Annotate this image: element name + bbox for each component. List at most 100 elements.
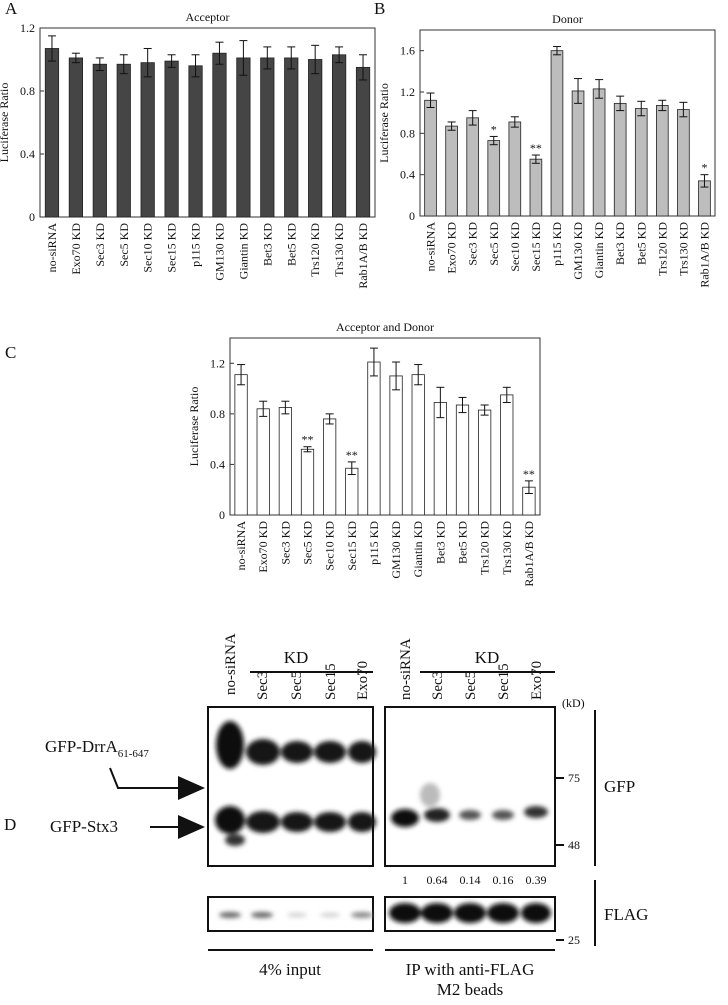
x-tick-label: Sec5 KD (301, 521, 315, 565)
error-bar (468, 110, 477, 126)
marker-label: 48 (568, 838, 580, 852)
bar (424, 99, 437, 217)
chart: A Acceptor Luciferase Ratio 0 0.4 0.8 1.2 no-si… (0, 0, 376, 289)
bar (592, 88, 606, 217)
bar (236, 57, 251, 218)
x-tick-label: Sec10 KD (141, 223, 155, 273)
lane-label: Sec15 (496, 663, 512, 700)
blot-box (384, 706, 556, 867)
bar (500, 394, 514, 516)
bands (215, 721, 551, 923)
chart-title: Acceptor and Donor (336, 320, 434, 334)
x-tick-label: Sec10 KD (323, 521, 337, 571)
y-tick-label: 0 (29, 210, 35, 224)
bar (529, 158, 543, 217)
y-tick-label: 1.2 (400, 85, 415, 99)
bar (550, 50, 564, 217)
error-bar (502, 386, 511, 403)
x-tick-label: Giantin KD (236, 223, 250, 280)
significance-label: ** (346, 448, 358, 462)
error-bar (263, 46, 272, 70)
x-tick-label: GM130 KD (389, 521, 403, 579)
arrow (109, 767, 180, 789)
y-tick-label: 0 (219, 508, 225, 522)
bar (332, 54, 347, 218)
error-bar (480, 404, 489, 416)
x-tick-label: Trs130 KD (676, 222, 690, 276)
x-tick-label: Exo70 KD (69, 223, 83, 275)
marker-label: 25 (568, 933, 580, 947)
bar (677, 109, 690, 217)
group-label: KD (284, 648, 309, 667)
bar (613, 102, 627, 217)
error-bar (167, 54, 176, 68)
x-tick-label: Rab1A/B KD (697, 222, 711, 288)
bar (140, 62, 155, 218)
error-bar (325, 413, 334, 425)
error-bar (637, 100, 646, 117)
bar (278, 407, 292, 516)
error-bar (392, 361, 401, 391)
bar (92, 63, 107, 218)
bar (308, 59, 323, 218)
x-tick-label: Bet5 KD (284, 223, 298, 266)
error-bar (658, 99, 667, 112)
quantification-value: 0.16 (493, 873, 514, 887)
error-bar (347, 461, 356, 476)
bar (212, 52, 227, 218)
marker-unit: (kD) (562, 696, 585, 710)
error-bar (524, 480, 533, 495)
chart: C Acceptor and Donor Luciferase Ratio 0 0.4 0… (5, 320, 541, 587)
x-tick-label: Bet5 KD (456, 521, 470, 564)
error-bar (369, 347, 378, 377)
y-tick-label: 1.2 (20, 21, 35, 35)
group-label: KD (475, 648, 500, 667)
error-bar (552, 46, 561, 56)
x-tick-label: Trs120 KD (308, 223, 322, 277)
x-tick-label: Rab1A/B KD (356, 223, 370, 289)
x-tick-label: no-siRNA (234, 521, 248, 571)
lane-label: Exo70 (529, 661, 545, 700)
y-tick-label: 0.4 (210, 457, 225, 471)
lane-label: Sec5 (463, 671, 479, 700)
y-tick-label: 1.2 (210, 356, 225, 370)
x-tick-label: p115 KD (550, 222, 564, 266)
x-tick-label: Sec3 KD (466, 222, 480, 266)
x-tick-label: Trs120 KD (478, 521, 492, 575)
lane-label: Sec3 (430, 671, 446, 700)
error-bar (311, 44, 320, 75)
bar (345, 467, 359, 516)
bar (68, 57, 83, 218)
x-tick-label: Exo70 KD (256, 521, 270, 573)
lane-label: Sec5 (289, 671, 305, 700)
bar (455, 404, 470, 516)
bar (188, 65, 203, 218)
bar (466, 117, 479, 217)
arrow-head (178, 776, 205, 800)
y-tick-label: 0.8 (400, 126, 415, 140)
significance-label: * (491, 122, 497, 136)
bar (234, 374, 248, 516)
x-tick-label: Sec5 KD (487, 222, 501, 266)
x-tick-label: Bet3 KD (260, 223, 274, 266)
error-bar (700, 174, 709, 188)
error-bar (436, 386, 445, 419)
x-tick-label: GM130 KD (212, 223, 226, 281)
error-bar (303, 446, 312, 453)
x-tick-label: Sec15 KD (529, 222, 543, 272)
error-bar (335, 46, 344, 64)
error-bar (215, 41, 224, 65)
lane-label: Sec15 (323, 663, 339, 700)
x-tick-label: Trs130 KD (500, 521, 514, 575)
bar (164, 60, 179, 218)
error-bar (239, 40, 248, 76)
error-bar (595, 79, 604, 99)
caption: M2 beads (437, 980, 504, 999)
band-name: GFP-DrrA (45, 737, 118, 756)
x-tick-label: Trs130 KD (332, 223, 346, 277)
markers: 75 48 25 (556, 771, 580, 947)
bar (260, 57, 275, 218)
error-bar (71, 52, 80, 64)
antibody-label: GFP (604, 777, 635, 796)
panel-letter: C (5, 343, 16, 362)
